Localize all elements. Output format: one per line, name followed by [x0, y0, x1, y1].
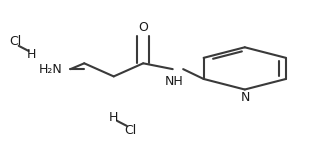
Text: H₂N: H₂N [39, 63, 63, 76]
Text: O: O [138, 21, 148, 34]
Text: N: N [241, 91, 250, 104]
Text: NH: NH [165, 75, 184, 88]
Text: H: H [109, 111, 118, 124]
Text: H: H [27, 48, 37, 61]
Text: Cl: Cl [124, 124, 136, 137]
Text: Cl: Cl [9, 35, 22, 48]
